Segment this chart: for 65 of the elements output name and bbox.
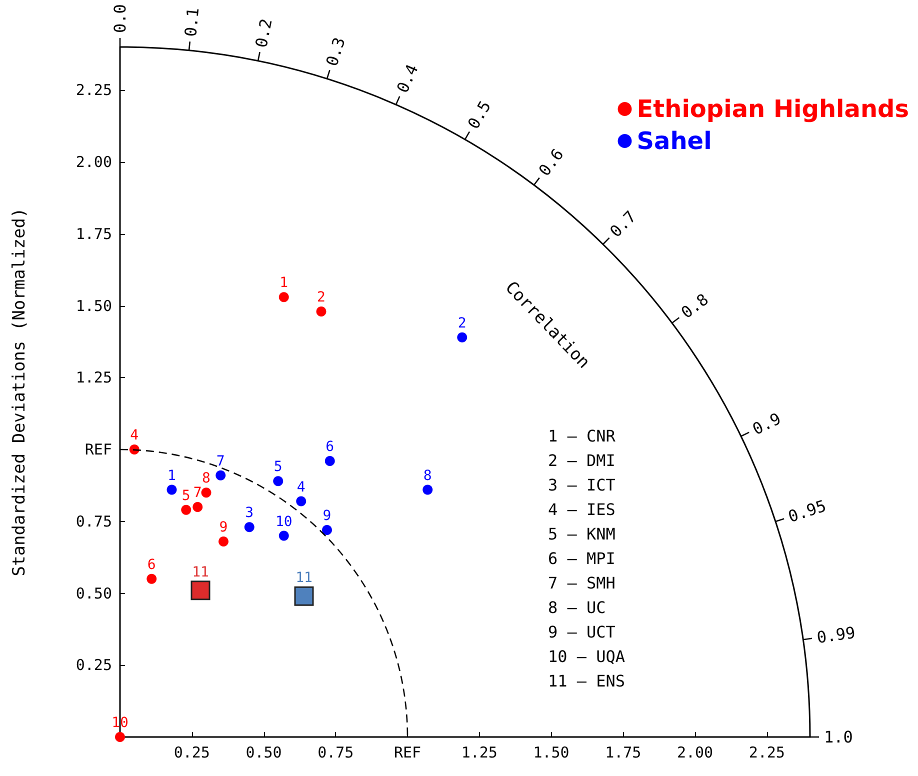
annotation: 0.2 — [251, 17, 276, 50]
annotation: 2 – DMI — [548, 451, 616, 470]
y-axis-title: Standardized Deviations (Normalized) — [10, 208, 30, 576]
annotation: 11 — [296, 570, 312, 586]
y-tick-label: REF — [84, 440, 112, 458]
x-tick-label: 2.25 — [748, 744, 785, 762]
annotation: 11 — [192, 564, 209, 580]
annotation: 9 — [322, 508, 332, 524]
annotation: 0.4 — [392, 61, 422, 96]
annotation: 3 — [245, 505, 254, 522]
x-tick-label: 2.00 — [676, 744, 714, 762]
annotation: 0.5 — [464, 98, 495, 132]
x-tick-label: 1.50 — [533, 744, 570, 762]
annotation: 0.95 — [786, 496, 828, 526]
annotation: 7 — [216, 453, 225, 470]
annotation: 9 – UCT — [548, 622, 616, 642]
y-tick-label: 0.50 — [76, 584, 112, 602]
x-tick-label: REF — [394, 744, 422, 762]
annotation: 7 — [193, 485, 202, 501]
y-tick-label: 0.25 — [76, 656, 112, 674]
x-tick-label: 1.25 — [461, 744, 498, 762]
annotation: 0.6 — [534, 144, 568, 180]
y-tick-label: 2.25 — [76, 81, 112, 100]
annotation: 6 — [326, 439, 334, 455]
y-tick-label: 2.00 — [76, 153, 112, 171]
annotation: 10 — [275, 514, 292, 530]
annotation: 8 – UC — [548, 598, 606, 617]
annotation: 2 — [317, 290, 326, 306]
annotation: 7 – SMH — [548, 574, 616, 592]
x-tick-label: 1.75 — [605, 744, 642, 762]
annotation: 1 – CNR — [548, 426, 616, 446]
annotation: 4 — [130, 428, 139, 444]
annotation: 2 — [458, 315, 466, 332]
text: 0.0 — [110, 4, 130, 33]
text: 1.0 — [824, 728, 853, 746]
annotation: 8 — [202, 470, 210, 487]
annotation: 0.3 — [322, 35, 349, 68]
legend-label: Sahel — [636, 127, 712, 155]
annotation: 0.9 — [749, 408, 784, 439]
annotation: 3 – ICT — [548, 476, 616, 494]
y-tick-label: 1.75 — [76, 224, 112, 243]
annotation: 5 – KNM — [548, 524, 616, 544]
annotation: 9 — [219, 520, 228, 536]
y-tick-label: 1.25 — [76, 368, 112, 387]
annotation: 4 — [296, 479, 306, 496]
annotation: 11 – ENS — [548, 672, 626, 690]
annotation: 10 – UQA — [548, 647, 626, 666]
y-tick-label: 1.50 — [76, 296, 112, 315]
annotation: 0.8 — [678, 290, 712, 322]
text: 0.99 — [816, 622, 856, 648]
annotation: 8 — [423, 468, 432, 484]
annotation: 6 — [147, 556, 156, 573]
annotation: 6 – MPI — [548, 549, 616, 568]
text: 0.1 — [180, 6, 203, 38]
x-tick-label: 0.25 — [174, 744, 210, 762]
annotation: 4 – IES — [548, 500, 616, 519]
y-tick-label: 0.75 — [76, 512, 112, 530]
annotation: 1 — [168, 468, 176, 484]
x-tick-label: 0.50 — [246, 744, 282, 762]
x-tick-label: 0.75 — [318, 744, 354, 762]
annotation: 1 — [280, 275, 288, 292]
annotation: 5 — [274, 459, 282, 476]
annotation: 0.7 — [606, 206, 640, 241]
legend-label: Ethiopian Highlands — [636, 95, 910, 123]
annotation: 5 — [182, 488, 190, 504]
